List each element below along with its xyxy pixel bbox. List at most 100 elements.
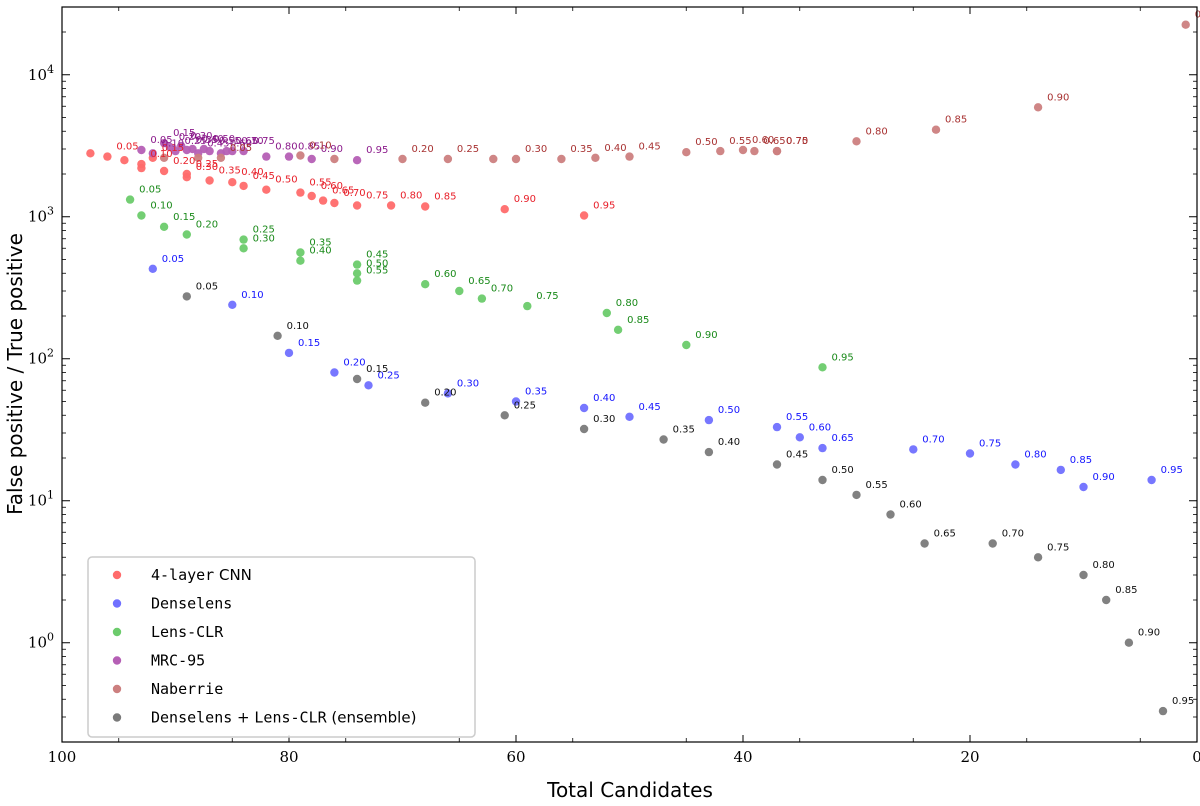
point-label: 0.55 xyxy=(729,136,751,147)
point-s0-15 xyxy=(318,196,328,205)
point-s4-1 xyxy=(194,153,203,162)
point-label: 0.30 xyxy=(253,233,275,244)
point-label: 0.90 xyxy=(1093,472,1115,483)
point-s0-4 xyxy=(137,163,146,173)
point-label: 0.60 xyxy=(321,181,343,192)
point-label: 0.55 xyxy=(366,266,388,277)
point-label: 0.95 xyxy=(1161,465,1183,476)
point-label: 0.05 xyxy=(162,254,184,265)
legend-marker xyxy=(112,713,122,722)
point-label: 0.25 xyxy=(185,136,207,147)
point-label: 0.25 xyxy=(457,144,479,155)
point-label: 0.80 xyxy=(1024,450,1046,461)
legend-label: Denselens xyxy=(151,595,232,613)
point-s2-8 xyxy=(352,260,362,269)
point-label: 0.55 xyxy=(866,480,888,491)
point-s4-0 xyxy=(159,153,169,162)
point-s1-16 xyxy=(1056,465,1066,475)
point-label: 0.55 xyxy=(219,136,241,147)
point-s5-8 xyxy=(772,460,782,469)
legend-label: Denselens + Lens-CLR (ensemble) xyxy=(151,709,416,727)
point-label: 0.20 xyxy=(434,388,456,399)
point-label: 0.90 xyxy=(514,194,536,205)
point-s1-1 xyxy=(228,300,237,309)
point-s0-8 xyxy=(182,173,191,182)
x-tick-label: 0 xyxy=(1192,748,1200,766)
point-label: 0.85 xyxy=(1115,585,1137,596)
point-label: 0.90 xyxy=(695,330,717,341)
legend-marker xyxy=(112,656,122,665)
legend-label: Naberrie xyxy=(151,680,223,698)
point-label: 0.80 xyxy=(400,191,422,202)
point-label: 0.70 xyxy=(922,434,944,445)
point-s1-0 xyxy=(148,264,157,273)
y-tick-label: 101 xyxy=(28,489,54,510)
point-label: 0.40 xyxy=(241,167,263,178)
point-s2-16 xyxy=(613,325,623,334)
point-s0-2 xyxy=(120,156,129,165)
point-label: 0.10 xyxy=(309,141,331,152)
point-s1-10 xyxy=(772,422,782,432)
point-s1-14 xyxy=(965,449,975,458)
point-label: 0.60 xyxy=(230,138,252,149)
point-label: 0.80 xyxy=(1093,560,1115,571)
point-label: 0.20 xyxy=(343,358,365,369)
point-s1-4 xyxy=(364,381,373,390)
point-label: 0.80 xyxy=(616,298,638,309)
point-s3-1 xyxy=(148,149,157,158)
point-s1-11 xyxy=(795,433,804,442)
point-s2-17 xyxy=(682,340,691,350)
point-s4-12 xyxy=(682,148,691,157)
point-label: 0.20 xyxy=(412,144,434,155)
point-s0-9 xyxy=(205,176,214,185)
point-label: 0.50 xyxy=(718,405,740,416)
point-s5-12 xyxy=(920,539,929,548)
point-label: 0.05 xyxy=(116,142,138,153)
point-label: 0.60 xyxy=(809,422,831,433)
point-label: 0.65 xyxy=(236,136,258,147)
point-s5-2 xyxy=(352,374,362,384)
point-label: 0.75 xyxy=(786,136,808,147)
point-label: 0.40 xyxy=(718,437,740,448)
point-label: 0.70 xyxy=(1002,529,1024,540)
point-label: 0.95 xyxy=(366,145,388,156)
point-label: 0.15 xyxy=(173,128,195,139)
point-labels: 0.050.100.150.20 0.250.30 0.35 0.400.45 0.50… xyxy=(116,10,1200,707)
point-label: 0.45 xyxy=(639,402,661,413)
point-label: 0.10 xyxy=(150,201,172,212)
point-label: 0.50 xyxy=(275,175,297,186)
point-label: 0.25 xyxy=(378,370,400,381)
point-label: 0.30 xyxy=(593,414,615,425)
y-tick-label: 102 xyxy=(28,347,54,368)
point-s2-11 xyxy=(421,280,430,289)
point-label: 0.45 xyxy=(366,250,388,261)
point-s0-11 xyxy=(239,181,248,191)
point-s4-6 xyxy=(443,154,453,164)
point-s4-7 xyxy=(489,154,498,164)
point-label: 0.10 xyxy=(150,149,172,160)
point-s4-19 xyxy=(931,125,941,134)
point-label: 0.55 xyxy=(786,412,808,423)
point-label: 0.20 xyxy=(173,156,195,167)
point-s0-21 xyxy=(579,211,589,220)
legend-box xyxy=(87,556,476,738)
point-s2-7 xyxy=(296,256,305,265)
point-label: 0.35 xyxy=(570,144,592,155)
legend-marker xyxy=(112,627,122,637)
point-s3-18 xyxy=(352,156,362,165)
point-label: 0.45 xyxy=(207,138,229,149)
point-label: 0.65 xyxy=(468,276,490,287)
point-s2-3 xyxy=(182,230,191,239)
legend-label: Lens-CLR xyxy=(151,623,224,641)
point-s0-0 xyxy=(86,149,95,158)
point-s5-15 xyxy=(1079,570,1088,580)
point-label: 0.20 xyxy=(179,132,201,143)
point-s4-14 xyxy=(738,145,748,155)
legend: 4-layer CNN Denselens Lens-CLR MRC-95 Naberr… xyxy=(87,556,476,738)
point-s4-4 xyxy=(330,154,339,164)
point-s4-10 xyxy=(591,153,600,162)
point-s5-18 xyxy=(1158,706,1168,716)
point-label: 0.40 xyxy=(604,143,626,154)
point-label: 0.45 xyxy=(639,142,661,153)
